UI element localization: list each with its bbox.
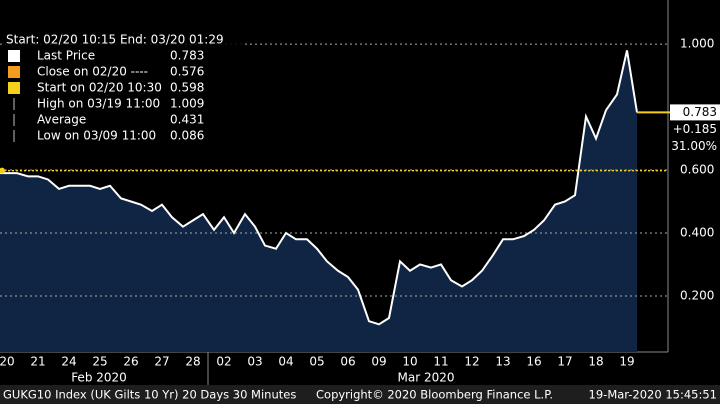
legend-label-bg bbox=[36, 65, 164, 79]
price-line bbox=[0, 50, 638, 326]
legend-value: 0.431 bbox=[170, 113, 204, 127]
legend-value: 0.783 bbox=[170, 49, 204, 63]
legend-label: Last Price bbox=[37, 49, 95, 63]
x-tick-label: 18 bbox=[588, 355, 603, 369]
legend-label: Close on 02/20 ---- bbox=[37, 65, 148, 79]
x-tick-label: 10 bbox=[402, 355, 417, 369]
start-marker bbox=[0, 167, 5, 174]
legend-value: 0.086 bbox=[170, 129, 204, 143]
x-tick-label: 21 bbox=[30, 355, 45, 369]
legend-label-bg bbox=[36, 97, 164, 111]
x-tick-label: 13 bbox=[495, 355, 510, 369]
legend-label-bg bbox=[36, 129, 164, 143]
x-tick-label: 20 bbox=[0, 355, 15, 369]
x-tick-label: 16 bbox=[526, 355, 541, 369]
footer-text: GUKG10 Index (UK Gilts 10 Yr) 20 Days 30… bbox=[3, 388, 296, 402]
legend-header: Start: 02/20 10:15 End: 03/20 01:29 bbox=[6, 33, 224, 47]
x-tick-label: 27 bbox=[154, 355, 169, 369]
legend-value: 0.576 bbox=[170, 65, 204, 79]
x-tick-label: 19 bbox=[619, 355, 634, 369]
legend-label: Start on 02/20 10:30 bbox=[37, 81, 162, 95]
legend-swatch bbox=[8, 50, 20, 62]
x-tick-label: 25 bbox=[92, 355, 107, 369]
legend-label: Average bbox=[37, 113, 86, 127]
legend-label: Low on 03/09 11:00 bbox=[37, 129, 156, 143]
y-tick-label: 0.200 bbox=[680, 288, 714, 302]
price-tag: 31.00% bbox=[671, 139, 717, 153]
x-tick-label: 11 bbox=[433, 355, 448, 369]
y-tick-label: 1.000 bbox=[680, 37, 714, 51]
footer-text: 19-Mar-2020 15:45:51 bbox=[589, 388, 717, 402]
legend-value: 1.009 bbox=[170, 97, 204, 111]
y-tick-label: 0.600 bbox=[680, 163, 714, 177]
price-tag: 0.783 bbox=[683, 105, 717, 119]
area bbox=[0, 50, 637, 352]
x-tick-label: 17 bbox=[557, 355, 572, 369]
x-tick-label: 12 bbox=[464, 355, 479, 369]
y-tick-label: 0.400 bbox=[680, 225, 714, 239]
x-group-label: Mar 2020 bbox=[398, 371, 455, 385]
x-tick-label: 05 bbox=[309, 355, 324, 369]
price-tag: +0.185 bbox=[673, 122, 717, 136]
legend-label: High on 03/19 11:00 bbox=[37, 97, 160, 111]
legend: Start: 02/20 10:15 End: 03/20 01:29 Last… bbox=[2, 30, 242, 145]
x-group-label: Feb 2020 bbox=[71, 371, 127, 385]
plot bbox=[0, 43, 670, 352]
legend-swatch bbox=[8, 66, 20, 78]
legend-label-bg bbox=[36, 81, 164, 95]
footer-text: Copyright© 2020 Bloomberg Finance L.P. bbox=[316, 388, 553, 402]
legend-swatch bbox=[8, 82, 20, 94]
price-tag-box bbox=[670, 104, 720, 121]
x-tick-label: 02 bbox=[216, 355, 231, 369]
x-tick-label: 03 bbox=[247, 355, 262, 369]
x-tick-label: 24 bbox=[61, 355, 76, 369]
footer-bar bbox=[0, 385, 720, 404]
legend-value: 0.598 bbox=[170, 81, 204, 95]
x-tick-label: 04 bbox=[278, 355, 293, 369]
x-tick-label: 28 bbox=[185, 355, 200, 369]
legend-label-bg bbox=[36, 113, 164, 127]
x-tick-label: 06 bbox=[340, 355, 355, 369]
legend-label-bg bbox=[36, 49, 164, 63]
x-tick-label: 26 bbox=[123, 355, 138, 369]
x-tick-label: 09 bbox=[371, 355, 386, 369]
